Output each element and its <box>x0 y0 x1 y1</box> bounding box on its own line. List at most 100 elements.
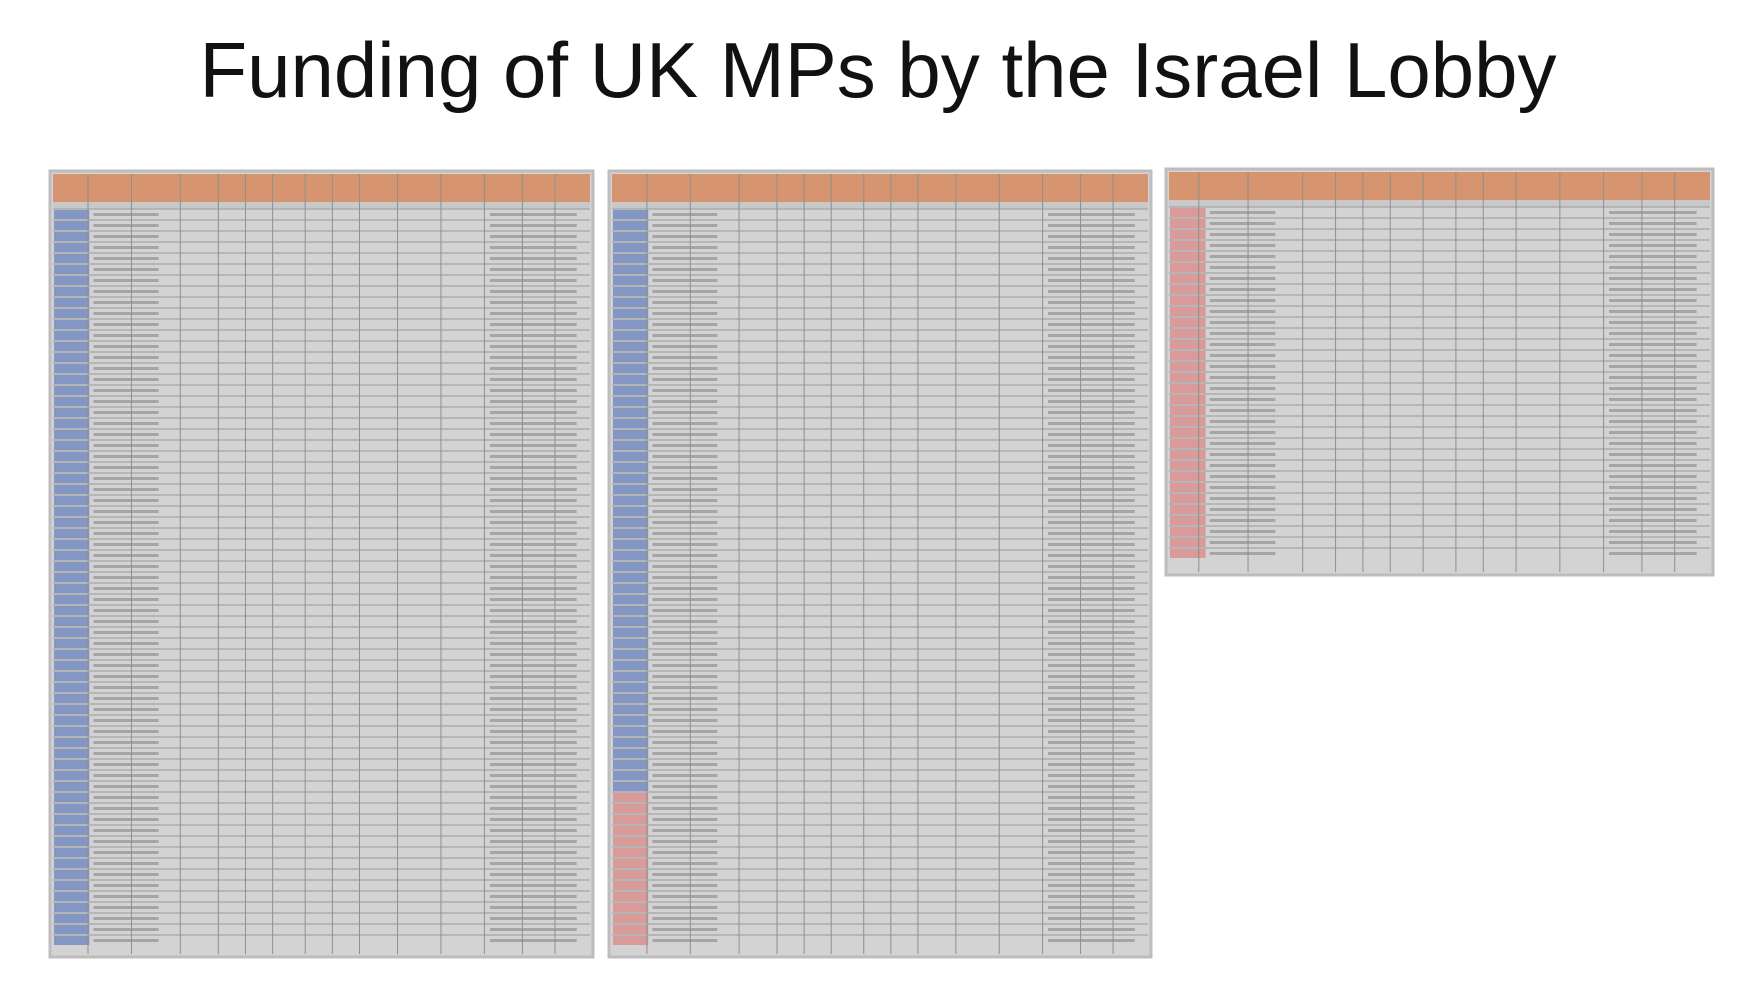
row-id-cell <box>613 353 649 362</box>
row-text-blur <box>652 719 718 722</box>
row-text-blur <box>1048 675 1135 678</box>
row-text-blur <box>489 686 577 689</box>
row-id-cell <box>54 837 90 846</box>
row-text-blur <box>652 708 718 711</box>
row-text-blur <box>652 631 718 634</box>
row-text-blur <box>489 840 577 843</box>
row-text-blur <box>652 411 718 414</box>
row-text-blur <box>1209 299 1276 302</box>
row-id-cell <box>54 397 90 406</box>
row-text-blur <box>652 400 718 403</box>
row-text-blur <box>489 411 577 414</box>
row-text-blur <box>1209 530 1276 533</box>
row-id-cell <box>1170 417 1206 426</box>
row-text-blur <box>652 334 718 337</box>
row-text-blur <box>652 785 718 788</box>
row-text-blur <box>93 345 159 348</box>
row-text-blur <box>1609 332 1697 335</box>
row-id-cell <box>613 782 649 791</box>
row-text-blur <box>1209 321 1276 324</box>
row-text-blur <box>489 290 577 293</box>
row-text-blur <box>1048 235 1135 238</box>
row-text-blur <box>489 785 577 788</box>
row-text-blur <box>1048 411 1135 414</box>
row-id-cell <box>54 243 90 252</box>
row-text-blur <box>93 928 159 931</box>
row-text-blur <box>93 334 159 337</box>
row-id-cell <box>613 925 649 934</box>
row-text-blur <box>1048 543 1135 546</box>
row-text-blur <box>1048 301 1135 304</box>
row-text-blur <box>93 752 159 755</box>
row-text-blur <box>1048 246 1135 249</box>
row-text-blur <box>489 697 577 700</box>
row-id-cell <box>54 386 90 395</box>
row-id-cell <box>54 353 90 362</box>
row-id-cell <box>54 683 90 692</box>
row-text-blur <box>1048 851 1135 854</box>
row-id-cell <box>54 727 90 736</box>
row-id-cell <box>54 320 90 329</box>
row-id-cell <box>54 705 90 714</box>
row-text-blur <box>652 268 718 271</box>
row-text-blur <box>489 488 577 491</box>
row-text-blur <box>93 895 159 898</box>
row-text-blur <box>652 653 718 656</box>
row-text-blur <box>1048 906 1135 909</box>
row-text-blur <box>1048 334 1135 337</box>
row-text-blur <box>489 818 577 821</box>
row-text-blur <box>1048 433 1135 436</box>
row-id-cell <box>613 529 649 538</box>
row-text-blur <box>652 521 718 524</box>
row-id-cell <box>613 892 649 901</box>
row-id-cell <box>613 430 649 439</box>
row-id-cell <box>54 342 90 351</box>
row-id-cell <box>54 452 90 461</box>
row-text-blur <box>93 367 159 370</box>
row-text-blur <box>1048 895 1135 898</box>
row-text-blur <box>93 708 159 711</box>
row-id-cell <box>613 870 649 879</box>
row-id-cell <box>613 573 649 582</box>
row-id-cell <box>613 727 649 736</box>
row-text-blur <box>652 675 718 678</box>
row-text-blur <box>489 741 577 744</box>
row-text-blur <box>1048 312 1135 315</box>
row-text-blur <box>1048 664 1135 667</box>
row-text-blur <box>1609 244 1697 247</box>
row-id-cell <box>1170 318 1206 327</box>
row-text-blur <box>1609 552 1697 555</box>
row-text-blur <box>489 730 577 733</box>
row-id-cell <box>1170 527 1206 536</box>
row-text-blur <box>1609 321 1697 324</box>
row-text-blur <box>489 422 577 425</box>
row-text-blur <box>652 279 718 282</box>
row-text-blur <box>93 917 159 920</box>
row-text-blur <box>1048 510 1135 513</box>
row-text-blur <box>652 873 718 876</box>
row-text-blur <box>1209 332 1276 335</box>
row-text-blur <box>1048 213 1135 216</box>
row-id-cell <box>1170 230 1206 239</box>
row-text-blur <box>1048 323 1135 326</box>
row-id-cell <box>613 859 649 868</box>
row-text-blur <box>93 829 159 832</box>
row-text-blur <box>652 565 718 568</box>
row-text-blur <box>93 620 159 623</box>
row-text-blur <box>652 763 718 766</box>
row-text-blur <box>489 774 577 777</box>
row-id-cell <box>613 331 649 340</box>
table-subheader <box>612 202 1148 209</box>
row-id-cell <box>613 397 649 406</box>
row-text-blur <box>1609 387 1697 390</box>
row-id-cell <box>613 441 649 450</box>
row-text-blur <box>93 675 159 678</box>
row-text-blur <box>652 257 718 260</box>
row-id-cell <box>613 232 649 241</box>
row-text-blur <box>489 895 577 898</box>
row-text-blur <box>652 939 718 942</box>
row-id-cell <box>54 364 90 373</box>
row-text-blur <box>489 884 577 887</box>
row-text-blur <box>1048 345 1135 348</box>
row-text-blur <box>652 444 718 447</box>
